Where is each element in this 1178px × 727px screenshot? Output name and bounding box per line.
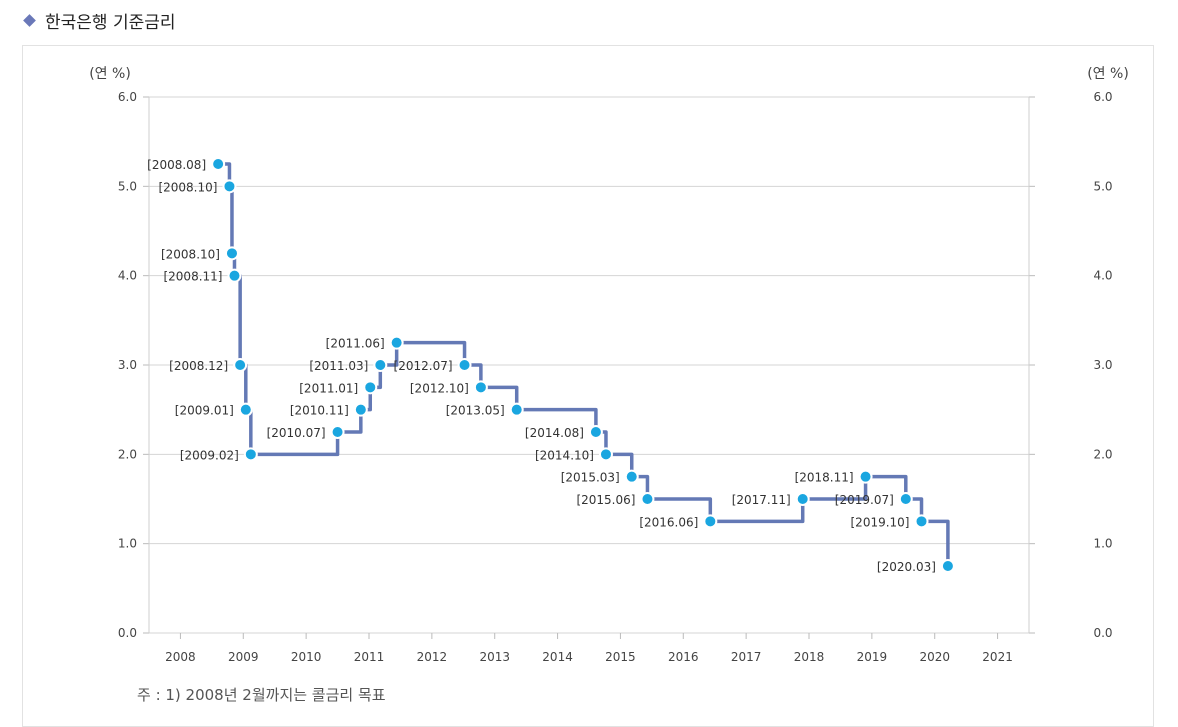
x-tick-label: 2019: [857, 650, 888, 664]
data-label: [2010.11]: [290, 404, 349, 418]
x-tick-label: 2018: [794, 650, 825, 664]
chart-container: [22, 45, 1154, 727]
data-point: [457, 358, 472, 372]
data-label: [2008.08]: [147, 158, 206, 172]
data-point: [211, 157, 226, 171]
y-tick-label-right: 1.0: [1093, 537, 1112, 551]
x-tick-label: 2010: [291, 650, 322, 664]
x-tick-label: 2009: [228, 650, 259, 664]
data-point: [624, 469, 639, 484]
data-point: [473, 380, 488, 395]
data-label: [2019.10]: [851, 515, 910, 529]
data-point: [224, 246, 239, 261]
data-label: [2011.06]: [326, 337, 385, 351]
y-tick-label-left: 5.0: [118, 179, 137, 193]
title-text: 한국은행 기준금리: [45, 13, 176, 33]
data-point: [640, 492, 655, 506]
data-point: [227, 268, 242, 283]
data-label: [2012.07]: [394, 359, 453, 373]
data-label: [2015.03]: [561, 471, 620, 485]
data-point: [238, 402, 253, 417]
data-label: [2018.11]: [795, 471, 854, 485]
x-tick-label: 2011: [354, 650, 385, 664]
data-label: [2012.10]: [410, 381, 469, 395]
data-label: [2014.10]: [535, 448, 594, 462]
x-tick-label: 2017: [731, 650, 762, 664]
footnote: 주 : 1) 2008년 2월까지는 콜금리 목표: [137, 686, 386, 704]
y-tick-label-right: 5.0: [1093, 179, 1112, 193]
y-tick-label-left: 3.0: [118, 358, 137, 372]
data-label: [2011.01]: [299, 381, 358, 395]
data-point: [233, 358, 248, 372]
y-tick-label-right: 0.0: [1093, 626, 1112, 640]
y-unit-label-right: (연 %): [1087, 66, 1129, 82]
data-point: [588, 425, 603, 439]
data-point: [330, 425, 345, 439]
data-point: [914, 514, 929, 529]
y-tick-label-right: 6.0: [1093, 90, 1112, 104]
x-tick-label: 2020: [919, 650, 950, 664]
data-label: [2019.07]: [835, 493, 894, 507]
y-unit-label-left: (연 %): [89, 66, 131, 82]
y-tick-label-right: 3.0: [1093, 358, 1112, 372]
data-point: [940, 559, 955, 573]
data-point: [243, 447, 258, 462]
data-point: [353, 402, 368, 417]
data-label: [2015.06]: [576, 493, 635, 507]
data-label: [2008.11]: [163, 270, 222, 284]
data-point: [222, 179, 237, 194]
data-point: [898, 492, 913, 506]
data-label: [2016.06]: [639, 515, 698, 529]
data-point: [363, 380, 378, 395]
data-label: [2013.05]: [446, 404, 505, 418]
y-tick-label-left: 4.0: [118, 269, 137, 283]
data-label: [2008.12]: [169, 359, 228, 373]
y-tick-label-left: 1.0: [118, 537, 137, 551]
data-point: [858, 469, 873, 484]
x-tick-label: 2014: [542, 650, 573, 664]
x-tick-label: 2012: [417, 650, 448, 664]
x-tick-label: 2016: [668, 650, 699, 664]
page-title: 한국은행 기준금리: [22, 8, 176, 33]
data-point: [509, 402, 524, 417]
data-label: [2009.01]: [175, 404, 234, 418]
data-label: [2008.10]: [158, 180, 217, 194]
data-label: [2020.03]: [877, 560, 936, 574]
data-point: [795, 492, 810, 506]
y-tick-label-right: 4.0: [1093, 269, 1112, 283]
data-point: [703, 514, 718, 529]
data-label: [2017.11]: [732, 493, 791, 507]
y-tick-label-left: 2.0: [118, 447, 137, 461]
y-tick-label-left: 0.0: [118, 626, 137, 640]
data-label: [2010.07]: [267, 426, 326, 440]
data-point: [373, 358, 388, 372]
data-point: [598, 447, 613, 462]
x-tick-label: 2021: [982, 650, 1013, 664]
data-label: [2014.08]: [525, 426, 584, 440]
x-tick-label: 2008: [165, 650, 196, 664]
y-tick-label-left: 6.0: [118, 90, 137, 104]
x-tick-label: 2015: [605, 650, 636, 664]
x-tick-label: 2013: [479, 650, 510, 664]
data-label: [2008.10]: [161, 247, 220, 261]
data-label: [2009.02]: [180, 448, 239, 462]
data-point: [389, 335, 404, 350]
data-label: [2011.03]: [309, 359, 368, 373]
y-tick-label-right: 2.0: [1093, 447, 1112, 461]
